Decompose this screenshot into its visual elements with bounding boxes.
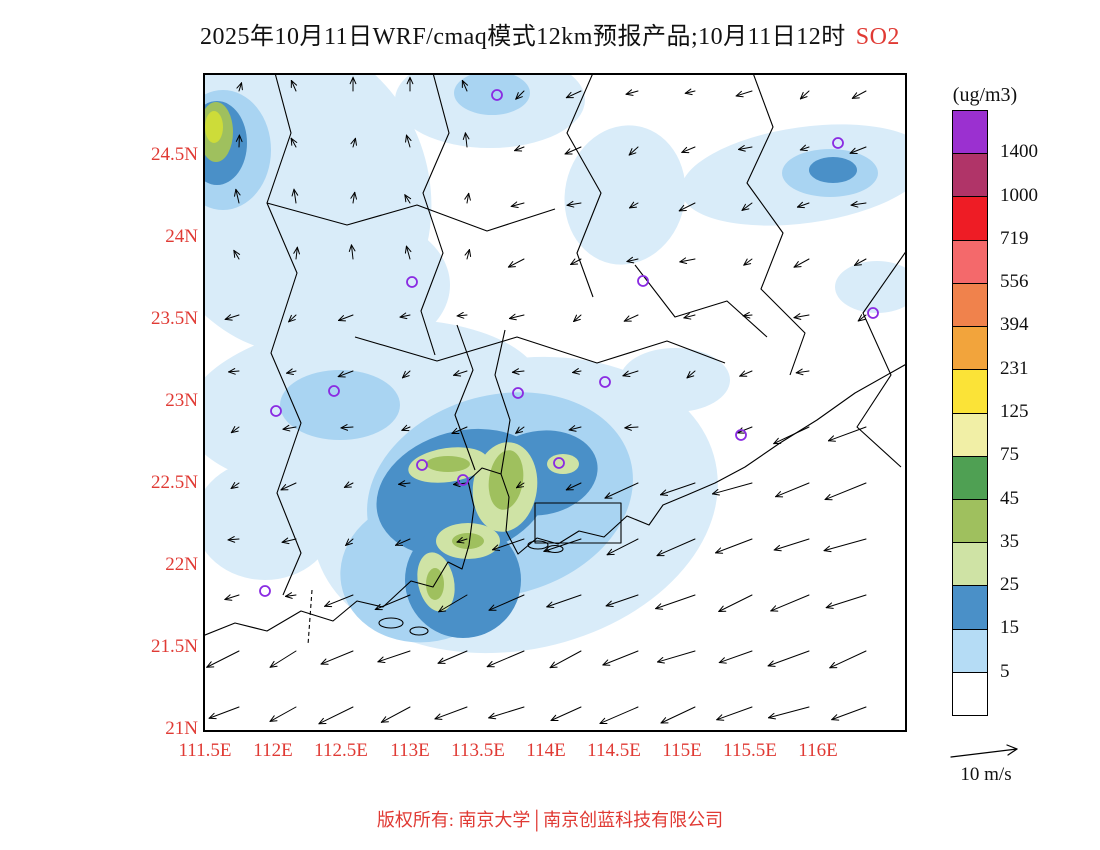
forecast-map bbox=[205, 75, 905, 725]
legend-color-cell bbox=[952, 326, 988, 371]
legend-value-label: 45 bbox=[1000, 487, 1019, 509]
legend-color-cell bbox=[952, 153, 988, 198]
lon-label: 114E bbox=[526, 740, 566, 761]
legend-value-label: 1000 bbox=[1000, 184, 1038, 206]
station-marker bbox=[406, 276, 418, 288]
legend-value-label: 556 bbox=[1000, 271, 1029, 293]
legend-color-cell bbox=[952, 671, 988, 717]
copyright-footer: 版权所有: 南京大学│南京创蓝科技有限公司 bbox=[376, 810, 724, 830]
lat-label: 23N bbox=[165, 390, 198, 411]
station-marker bbox=[270, 405, 282, 417]
legend-color-cell bbox=[952, 239, 988, 284]
lon-label: 111.5E bbox=[178, 740, 232, 761]
wind-arrows-layer bbox=[206, 76, 867, 725]
legend-color-cell bbox=[952, 282, 988, 328]
province-border bbox=[566, 75, 602, 298]
legend-colorbar bbox=[952, 110, 988, 717]
legend-color-cell bbox=[952, 455, 988, 500]
legend-color-cell bbox=[952, 498, 988, 544]
province-border bbox=[494, 329, 511, 475]
legend-units-label: (ug/m3) bbox=[952, 84, 1018, 106]
coastline bbox=[205, 364, 905, 636]
legend-value-label: 25 bbox=[1000, 574, 1019, 596]
station-marker bbox=[491, 89, 503, 101]
legend-color-cell bbox=[952, 585, 988, 630]
lon-label: 112E bbox=[253, 740, 293, 761]
lat-label: 22N bbox=[165, 554, 198, 575]
lon-label: 115.5E bbox=[723, 740, 777, 761]
station-marker bbox=[735, 429, 747, 441]
province-border bbox=[746, 75, 806, 376]
station-marker bbox=[259, 585, 271, 597]
legend-value-label: 15 bbox=[1000, 617, 1019, 639]
station-marker bbox=[553, 457, 565, 469]
legend-value-label: 719 bbox=[1000, 227, 1029, 249]
lon-label: 113.5E bbox=[451, 740, 505, 761]
legend-color-cell bbox=[952, 628, 988, 673]
lat-label: 21N bbox=[165, 718, 198, 739]
station-marker bbox=[416, 459, 428, 471]
lon-label: 112.5E bbox=[314, 740, 368, 761]
station-marker bbox=[328, 385, 340, 397]
lon-label: 116E bbox=[798, 740, 838, 761]
inset-box bbox=[534, 502, 622, 544]
legend-value-label: 35 bbox=[1000, 530, 1019, 552]
lon-label: 114.5E bbox=[587, 740, 641, 761]
station-marker bbox=[832, 137, 844, 149]
island bbox=[409, 626, 429, 636]
station-marker bbox=[512, 387, 524, 399]
station-marker bbox=[457, 474, 469, 486]
contour-fill-layer bbox=[205, 75, 905, 654]
title-text: 2025年10月11日WRF/cmaq模式12km预报产品;10月11日12时 bbox=[200, 24, 846, 50]
title-species: SO2 bbox=[855, 24, 900, 50]
legend-color-cell bbox=[952, 542, 988, 587]
legend-value-label: 394 bbox=[1000, 314, 1029, 336]
map-plot-area bbox=[203, 73, 907, 732]
province-border bbox=[856, 251, 905, 468]
province-border bbox=[454, 324, 476, 471]
lat-label: 24N bbox=[165, 226, 198, 247]
legend-color-cell bbox=[952, 196, 988, 241]
island bbox=[378, 617, 404, 629]
lat-label: 21.5N bbox=[151, 636, 198, 657]
station-marker bbox=[599, 376, 611, 388]
legend-color-cell bbox=[952, 369, 988, 414]
legend-value-label: 1400 bbox=[1000, 141, 1038, 163]
legend-color-cell bbox=[952, 412, 988, 457]
coastline-borders-layer bbox=[205, 75, 905, 646]
wind-scale-arrow-icon bbox=[950, 744, 1018, 758]
lat-label: 23.5N bbox=[151, 308, 198, 329]
legend-color-cell bbox=[952, 110, 988, 155]
station-marker bbox=[637, 275, 649, 287]
legend-value-label: 125 bbox=[1000, 401, 1029, 422]
province-border bbox=[354, 336, 726, 364]
island bbox=[527, 540, 549, 550]
province-border bbox=[307, 589, 313, 646]
page-title: 2025年10月11日WRF/cmaq模式12km预报产品;10月11日12时 S… bbox=[0, 16, 1100, 51]
station-markers-layer bbox=[259, 89, 879, 597]
legend-value-label: 75 bbox=[1000, 444, 1019, 466]
lon-label: 113E bbox=[390, 740, 430, 761]
lat-label: 22.5N bbox=[151, 472, 198, 493]
lon-label: 115E bbox=[662, 740, 702, 761]
lat-label: 24.5N bbox=[151, 144, 198, 165]
legend-values: 1400 1000 719 556 394 231 125 75 45 35 25 15 5 bbox=[1000, 110, 1070, 716]
province-border bbox=[266, 202, 556, 232]
province-border bbox=[420, 75, 450, 356]
station-marker bbox=[867, 307, 879, 319]
legend-value-label: 5 bbox=[1000, 660, 1010, 682]
wind-scale-label: 10 m/s bbox=[960, 764, 1012, 785]
province-border bbox=[634, 264, 768, 338]
legend-value-label: 231 bbox=[1000, 357, 1029, 379]
province-border bbox=[266, 75, 302, 596]
